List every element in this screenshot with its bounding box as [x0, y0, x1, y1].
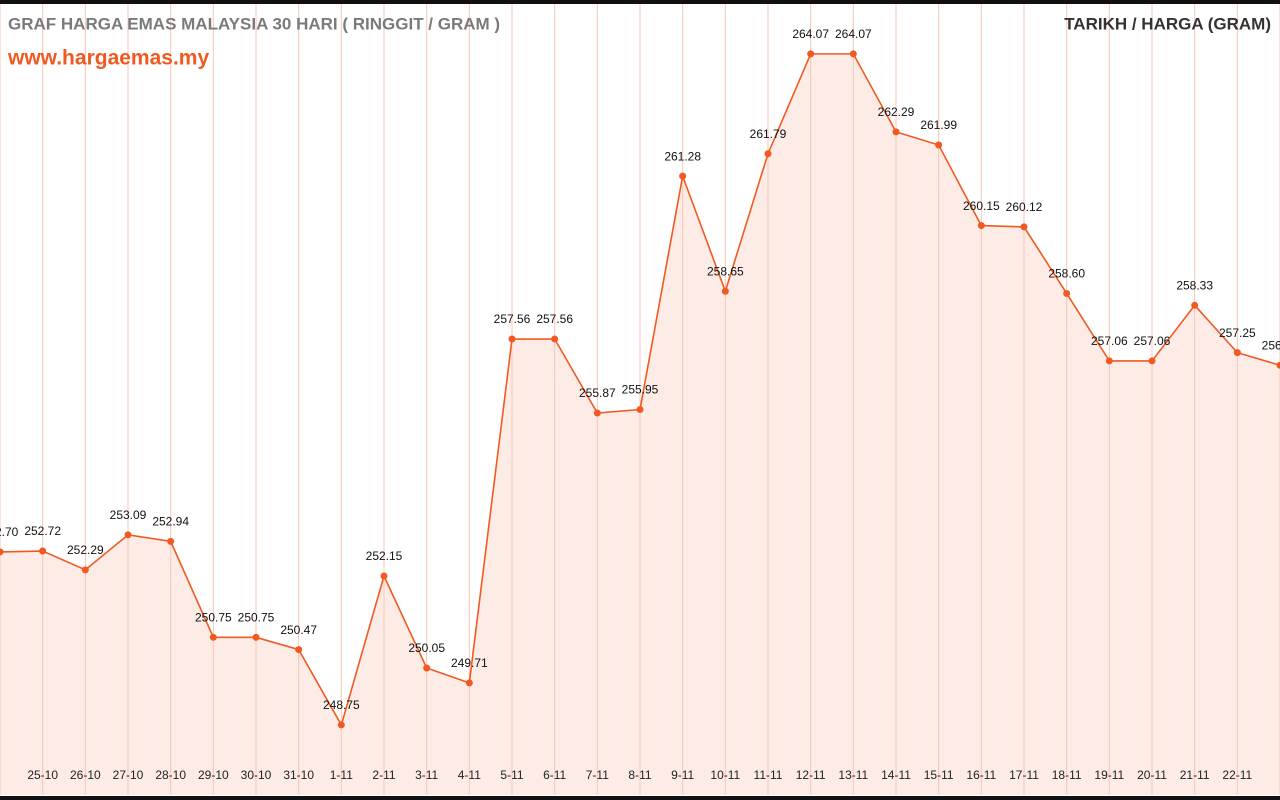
point [679, 172, 687, 180]
x-tick-label: 4-11 [458, 768, 481, 782]
x-tick-label: 30-10 [241, 768, 272, 782]
x-tick-label: 19-11 [1094, 768, 1124, 782]
value-label: 257.06 [1091, 334, 1128, 348]
point [849, 50, 857, 58]
x-tick-label: 10-11 [710, 768, 740, 782]
point [636, 406, 644, 414]
x-tick-label: 14-11 [881, 768, 911, 782]
value-label: 255.95 [622, 383, 659, 397]
value-label: 256.96 [1262, 338, 1280, 352]
bottom-axis [0, 796, 1280, 800]
x-tick-label: 29-10 [198, 768, 229, 782]
x-tick-label: 15-11 [924, 768, 954, 782]
value-label: 252.94 [152, 515, 189, 529]
x-tick-label: 5-11 [500, 768, 523, 782]
x-tick-label: 2-11 [372, 768, 395, 782]
point [380, 572, 388, 580]
point [1063, 289, 1071, 297]
x-tick-label: 12-11 [796, 768, 826, 782]
x-tick-label: 28-10 [155, 768, 186, 782]
x-tick-label: 21-11 [1180, 768, 1210, 782]
value-label: 260.15 [963, 199, 1000, 213]
value-label: 264.07 [835, 27, 872, 41]
top-edge [0, 0, 1280, 4]
value-label: 258.33 [1176, 278, 1213, 292]
x-tick-label: 18-11 [1052, 768, 1082, 782]
point [167, 537, 175, 545]
point [1191, 301, 1199, 309]
x-tick-label: 22-11 [1222, 768, 1252, 782]
x-tick-label: 26-10 [70, 768, 101, 782]
point [764, 150, 772, 158]
value-label: 250.05 [408, 641, 445, 655]
value-label: 261.99 [920, 118, 957, 132]
point [1233, 349, 1241, 357]
value-label: 257.56 [536, 312, 573, 326]
x-tick-label: 11-11 [754, 768, 783, 782]
x-tick-label: 7-11 [586, 768, 609, 782]
point [209, 633, 217, 641]
value-label: 264.07 [792, 27, 829, 41]
point [1020, 223, 1028, 231]
x-tick-label: 1-11 [330, 768, 353, 782]
x-tick-label: 16-11 [966, 768, 996, 782]
value-label: 252.15 [366, 549, 403, 563]
chart-title: GRAF HARGA EMAS MALAYSIA 30 HARI ( RINGG… [8, 14, 500, 33]
value-label: 257.06 [1134, 334, 1171, 348]
value-label: 252.72 [24, 524, 61, 538]
point [935, 141, 943, 149]
point [1105, 357, 1113, 365]
point [977, 222, 985, 230]
x-tick-label: 20-11 [1137, 768, 1167, 782]
value-label: 253.09 [110, 508, 147, 522]
value-label: 248.75 [323, 698, 360, 712]
point [124, 531, 132, 539]
value-label: 262.29 [878, 105, 915, 119]
point [1148, 357, 1156, 365]
point [337, 721, 345, 729]
value-label: 258.65 [707, 264, 744, 278]
point [295, 646, 303, 654]
value-label: 252.29 [67, 543, 104, 557]
point [252, 633, 260, 641]
x-tick-label: 6-11 [543, 768, 566, 782]
point [721, 287, 729, 295]
value-label: 261.28 [664, 149, 701, 163]
chart-subtitle: www.hargaemas.my [7, 47, 209, 70]
value-label: 250.47 [280, 623, 317, 637]
value-label: 258.60 [1048, 267, 1085, 281]
value-label: 260.12 [1006, 200, 1043, 214]
x-tick-label: 3-11 [415, 768, 438, 782]
x-tick-label: 31-10 [283, 768, 314, 782]
point [892, 128, 900, 136]
x-tick-label: 8-11 [628, 768, 651, 782]
value-label: 250.75 [238, 610, 275, 624]
point [508, 335, 516, 343]
point [39, 547, 47, 555]
value-label: 250.75 [195, 610, 232, 624]
point [465, 679, 473, 687]
value-label: 249.71 [451, 656, 488, 670]
value-label: 261.79 [750, 127, 787, 141]
x-tick-label: 13-11 [838, 768, 868, 782]
legend-title: TARIKH / HARGA (GRAM) [1064, 14, 1271, 33]
value-label: 252.70 [0, 525, 19, 539]
value-label: 255.87 [579, 386, 616, 400]
x-tick-label: 9-11 [671, 768, 694, 782]
x-tick-label: 27-10 [113, 768, 144, 782]
point [1276, 361, 1280, 369]
x-tick-label: 25-10 [27, 768, 58, 782]
value-label: 257.25 [1219, 326, 1256, 340]
point [81, 566, 89, 574]
x-tick-label: 17-11 [1009, 768, 1039, 782]
point [593, 409, 601, 417]
point [0, 548, 4, 556]
value-label: 257.56 [494, 312, 531, 326]
point [423, 664, 431, 672]
point [807, 50, 815, 58]
point [551, 335, 559, 343]
